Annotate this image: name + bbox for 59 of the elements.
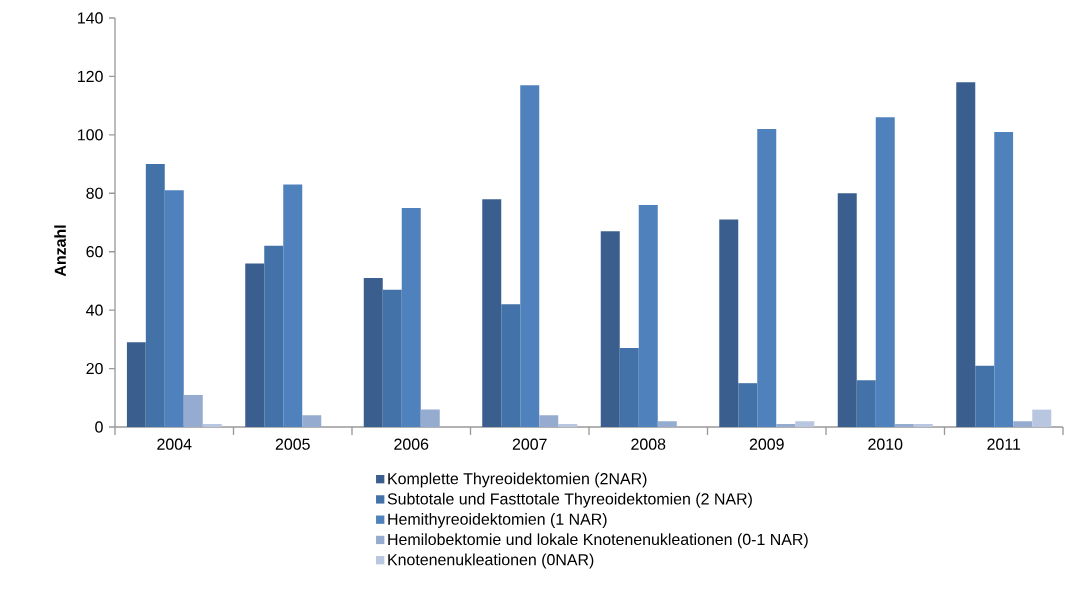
bar [482, 199, 502, 427]
bar [264, 245, 284, 427]
legend-label: Subtotale und Fasttotale Thyreoidektomien (2 NAR) [387, 492, 752, 508]
bar [245, 263, 265, 427]
x-tick-label: 2005 [275, 438, 310, 450]
y-tick-label: 140 [78, 12, 103, 24]
x-tick-label: 2010 [868, 438, 903, 450]
bar [994, 131, 1014, 427]
x-tick-label: 2004 [157, 438, 192, 450]
bar [757, 129, 777, 427]
bar [600, 231, 620, 427]
bar [856, 380, 876, 427]
bar [657, 421, 677, 427]
bar [302, 415, 322, 427]
bar [183, 394, 203, 427]
bar [619, 348, 639, 427]
x-tick-label: 2011 [987, 438, 1021, 450]
y-tick-label: 40 [86, 304, 103, 316]
bar [420, 409, 440, 427]
bar [539, 415, 559, 427]
y-tick-label: 120 [78, 70, 103, 83]
y-tick-label: 60 [86, 246, 103, 258]
y-tick-label: 20 [86, 362, 103, 375]
x-tick-label: 2006 [394, 438, 429, 450]
bar [501, 304, 521, 427]
bar [363, 278, 383, 427]
legend-label: Knotenenukleationen (0NAR) [388, 553, 594, 569]
bar [382, 289, 402, 427]
bar [837, 193, 857, 427]
y-tick-label: 80 [86, 187, 103, 199]
bar [202, 424, 222, 427]
legend-label: Hemilobektomie und lokale Knotenenukleationen (0-1 NAR) [388, 533, 808, 549]
bar [975, 365, 995, 427]
bar [145, 164, 165, 427]
bar [875, 117, 895, 427]
bar [283, 184, 303, 427]
bar [776, 424, 796, 427]
x-tick-label: 2008 [631, 438, 666, 450]
bar [719, 219, 739, 427]
y-tick-label: 100 [78, 129, 103, 141]
bar [795, 421, 815, 427]
bar [558, 424, 578, 427]
legend-label: Komplette Thyreoidektomien (2NAR) [388, 472, 647, 488]
bar [956, 82, 976, 427]
bar [164, 190, 184, 427]
bar [1032, 409, 1052, 427]
x-tick-label: 2007 [512, 438, 547, 450]
bar [401, 207, 421, 427]
bar [638, 204, 658, 427]
y-tick-label: 0 [95, 421, 103, 433]
x-tick-label: 2009 [749, 438, 784, 450]
bar [1013, 421, 1033, 427]
bar [738, 383, 758, 427]
bar [913, 424, 933, 427]
bar [126, 342, 146, 427]
bar [520, 85, 540, 427]
bar [894, 424, 914, 427]
legend-label: Hemithyreoidektomien (1 NAR) [388, 513, 607, 528]
y-axis-title: Anzahl [54, 225, 66, 277]
